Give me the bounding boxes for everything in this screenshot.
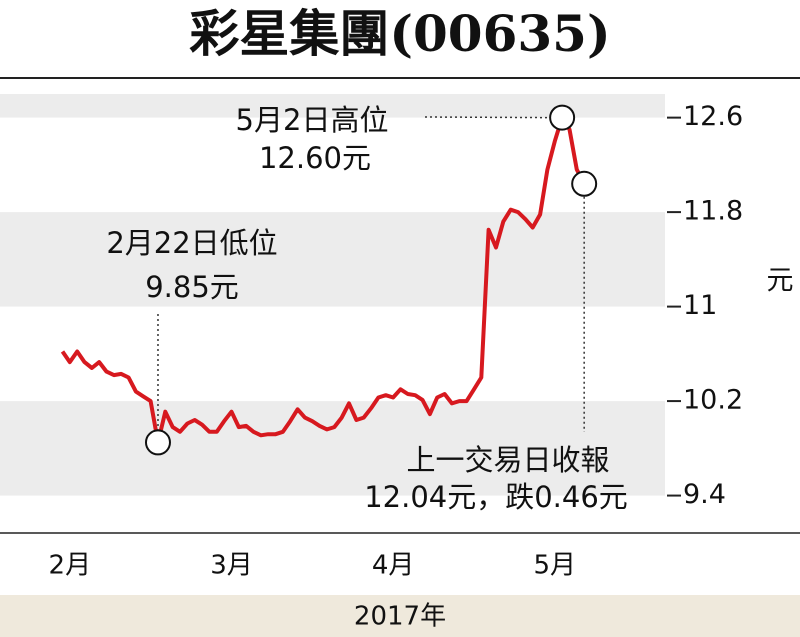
- chart-title: 彩星集團(00635): [189, 4, 610, 63]
- x-label-band: [0, 595, 800, 637]
- annotation-marker: [144, 429, 171, 456]
- annotation-marker: [571, 170, 598, 197]
- annotation: 12.60元: [259, 141, 371, 175]
- y-tick-label: 11.8: [683, 196, 743, 227]
- grid-band: [0, 401, 665, 496]
- y-tick-label: 9.4: [683, 479, 726, 510]
- y-axis-label: 元: [767, 266, 794, 297]
- annotation: 9.85元: [145, 270, 239, 304]
- annotation: 5月2日高位: [236, 103, 389, 137]
- bands: [0, 94, 665, 496]
- x-tick-label: 3月: [210, 551, 253, 581]
- annotation: 12.04元，跌0.46元: [364, 480, 628, 514]
- annotation-leader: [424, 116, 550, 119]
- y-tick-label: 12.6: [683, 101, 743, 132]
- line: [60, 115, 586, 445]
- annotation: 2月22日低位: [106, 226, 277, 260]
- x-tick-label: 2月: [49, 551, 92, 581]
- x-axis-label: 2017年: [354, 602, 446, 632]
- annotation-marker: [549, 104, 576, 131]
- y-tick-label: 11: [683, 290, 717, 321]
- annotation: 上一交易日收報: [406, 443, 609, 477]
- x-tick-label: 4月: [372, 551, 415, 581]
- x-tick-label: 5月: [534, 551, 577, 581]
- grid-band: [0, 94, 665, 118]
- grid-band: [0, 212, 665, 307]
- y-tick-label: 10.2: [683, 385, 743, 416]
